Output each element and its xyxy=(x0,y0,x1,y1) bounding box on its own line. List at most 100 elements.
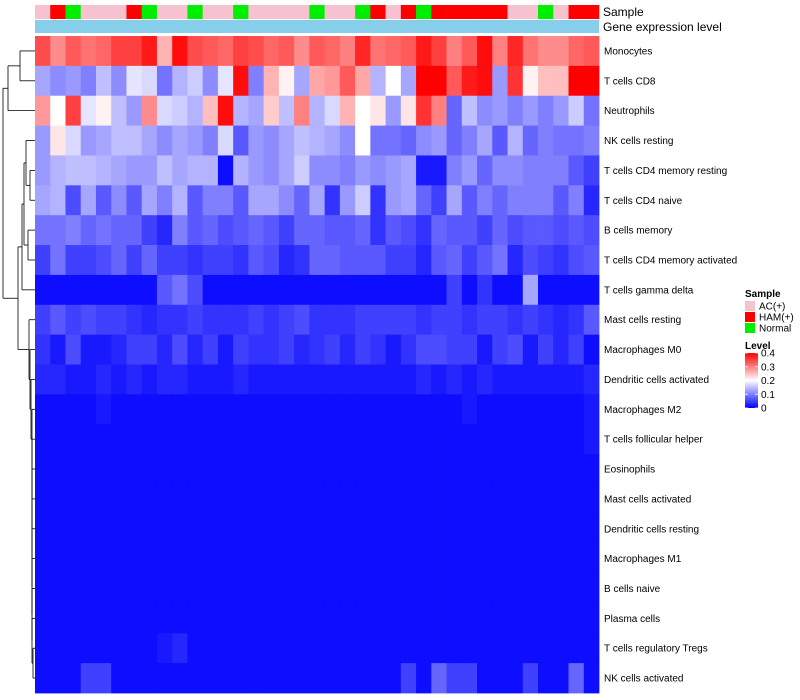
sample-cell xyxy=(95,5,112,19)
heatmap-cell xyxy=(309,125,326,156)
heatmap-cell xyxy=(416,603,432,634)
heatmap-cell xyxy=(111,36,127,67)
heatmap-cell xyxy=(80,304,97,336)
heatmap-cell xyxy=(370,65,386,97)
heatmap-cell xyxy=(370,424,386,455)
heatmap-cell xyxy=(35,633,51,664)
heatmap-cell xyxy=(35,394,51,425)
heatmap-cell xyxy=(507,543,524,574)
heatmap-cell xyxy=(126,304,143,336)
heatmap-cell xyxy=(461,304,478,336)
heatmap-cell xyxy=(172,394,188,425)
sample-cell xyxy=(217,5,234,19)
heatmap-cell xyxy=(233,394,249,425)
heatmap-cell xyxy=(172,364,188,395)
heatmap-cell xyxy=(50,274,66,306)
heatmap-cell xyxy=(217,95,234,126)
heatmap-cell xyxy=(278,215,295,246)
heatmap-cell xyxy=(263,65,280,97)
heatmap-cell xyxy=(538,424,554,455)
heatmap-cell xyxy=(95,364,112,395)
heatmap-cell xyxy=(141,364,158,395)
heatmap-cell xyxy=(583,36,600,67)
heatmap-cell xyxy=(538,334,554,365)
heatmap-cell xyxy=(583,65,600,97)
heatmap-cell xyxy=(385,543,402,574)
heatmap-cell xyxy=(522,364,539,395)
heatmap-cell xyxy=(65,424,82,455)
heatmap-cell xyxy=(309,364,326,395)
heatmap-cell xyxy=(431,454,447,485)
heatmap-cell xyxy=(35,364,51,395)
heatmap-cell xyxy=(80,185,97,216)
heatmap-cell xyxy=(324,633,341,664)
heatmap-cell xyxy=(263,633,280,664)
row-label: Mast cells resting xyxy=(604,315,681,326)
row-label: B cells memory xyxy=(604,226,672,237)
heatmap-cell xyxy=(477,394,493,425)
heatmap-cell xyxy=(583,483,600,515)
heatmap-cell xyxy=(507,274,524,306)
heatmap-cell xyxy=(522,95,539,126)
heatmap-cell xyxy=(507,334,524,365)
heatmap-cell xyxy=(538,513,554,545)
heatmap-cell xyxy=(507,155,524,186)
heatmap-cell xyxy=(126,483,143,515)
heatmap-cell xyxy=(217,155,234,186)
sample-cell xyxy=(278,5,295,19)
heatmap-cell xyxy=(568,454,585,485)
heatmap-cell xyxy=(156,245,173,276)
heatmap-cell xyxy=(263,155,280,186)
heatmap-cell xyxy=(477,155,493,186)
heatmap-cell xyxy=(172,155,188,186)
heatmap-cell xyxy=(202,364,219,395)
heatmap-cell xyxy=(126,573,143,604)
heatmap-cell xyxy=(172,304,188,336)
heatmap-cell xyxy=(553,125,569,156)
heatmap-cell xyxy=(95,603,112,634)
heatmap-cell xyxy=(309,424,326,455)
heatmap-cell xyxy=(309,513,326,545)
heatmap-cell xyxy=(431,663,447,694)
heatmap-cell xyxy=(141,513,158,545)
heatmap-cell xyxy=(492,125,508,156)
heatmap-cell xyxy=(65,633,82,664)
heatmap-cell xyxy=(50,663,66,694)
heatmap-cell xyxy=(263,364,280,395)
heatmap-cell xyxy=(492,603,508,634)
heatmap-cell xyxy=(294,513,310,545)
heatmap-cell xyxy=(553,215,569,246)
heatmap-cell xyxy=(35,95,51,126)
heatmap-cell xyxy=(202,513,219,545)
heatmap-cell xyxy=(416,274,432,306)
heatmap-cell xyxy=(461,125,478,156)
heatmap-cell xyxy=(324,424,341,455)
sample-cell xyxy=(309,5,325,19)
heatmap-cell xyxy=(80,95,97,126)
heatmap-cell xyxy=(370,364,386,395)
heatmap-cell xyxy=(65,125,82,156)
heatmap-cell xyxy=(339,633,356,664)
heatmap-cell xyxy=(65,513,82,545)
heatmap-cell xyxy=(522,65,539,97)
heatmap-cell xyxy=(248,215,265,246)
level-tick-label: 0.3 xyxy=(761,362,775,373)
heatmap-cell xyxy=(50,364,66,395)
heatmap-cell xyxy=(156,543,173,574)
heatmap-cell xyxy=(492,334,508,365)
heatmap-cell xyxy=(461,573,478,604)
heatmap-cell xyxy=(522,543,539,574)
heatmap-cell xyxy=(233,36,249,67)
heatmap-cell xyxy=(385,513,402,545)
heatmap-cell xyxy=(35,274,51,306)
heatmap-cell xyxy=(156,663,173,694)
sample-cell xyxy=(385,5,402,19)
heatmap-cell xyxy=(339,454,356,485)
heatmap-cell xyxy=(400,663,417,694)
heatmap-cell xyxy=(141,95,158,126)
sample-annotation-bar xyxy=(35,5,600,19)
heatmap-cell xyxy=(278,155,295,186)
heatmap-cell xyxy=(507,364,524,395)
heatmap-cell xyxy=(95,125,112,156)
heatmap-cell xyxy=(568,36,585,67)
